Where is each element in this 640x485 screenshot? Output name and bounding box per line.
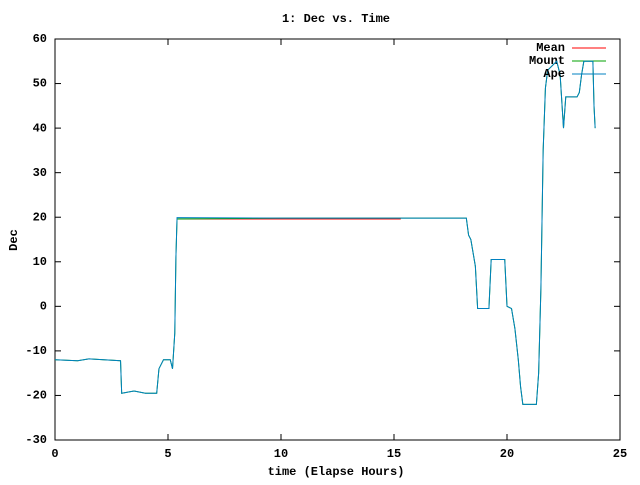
chart-title: 1: Dec vs. Time — [282, 12, 390, 26]
y-tick-label: 0 — [40, 300, 47, 314]
y-tick-label: -30 — [25, 433, 47, 447]
legend-label: Mean — [536, 41, 565, 55]
y-tick-label: -10 — [25, 344, 47, 358]
y-tick-label: 10 — [33, 255, 47, 269]
legend-label: Ape — [543, 67, 565, 81]
y-tick-label: -20 — [25, 389, 47, 403]
y-tick-label: 20 — [33, 210, 47, 224]
y-tick-label: 40 — [33, 121, 47, 135]
x-tick-label: 25 — [613, 447, 627, 461]
x-tick-label: 20 — [500, 447, 514, 461]
y-tick-label: 50 — [33, 77, 47, 91]
series-line — [54, 60, 596, 405]
y-tick-label: 60 — [33, 32, 47, 46]
legend-label: Mount — [529, 54, 565, 68]
x-tick-label: 15 — [387, 447, 401, 461]
y-axis-label: Dec — [7, 229, 21, 251]
plot-border — [54, 38, 621, 441]
x-tick-label: 0 — [51, 447, 58, 461]
x-tick-label: 10 — [274, 447, 288, 461]
y-tick-label: 30 — [33, 166, 47, 180]
series-line — [54, 60, 596, 405]
x-tick-label: 5 — [164, 447, 171, 461]
x-axis-label: time (Elapse Hours) — [268, 465, 405, 479]
